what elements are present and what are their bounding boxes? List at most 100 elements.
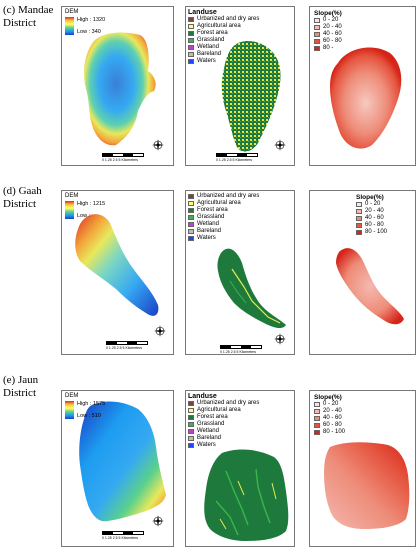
landuse-map-mandae	[221, 41, 281, 152]
slope-legend-gaah: Slope(%) 0 - 20 20 - 40 40 - 60 60 - 80 …	[356, 194, 387, 236]
slope-map-jaun	[324, 442, 410, 529]
slope-legend-item: 0 - 20	[356, 201, 387, 208]
scale-bar: 0 1.25 2.5 5 Kilometers	[216, 153, 258, 162]
landuse-legend-item: Bareland	[188, 228, 259, 235]
landuse-legend-item: Urbanized and dry ares	[188, 193, 259, 200]
row-label-line2: District	[3, 17, 36, 29]
landuse-map-jaun	[204, 449, 289, 541]
landuse-legend-item: Wetland	[188, 44, 259, 51]
dem-map-panel-gaah: DEM High : 1215 Low : 0 1.25 2.5 5 Kilom…	[61, 190, 174, 355]
landuse-legend-title: Landuse	[188, 9, 217, 16]
landuse-legend-item: Bareland	[188, 51, 259, 58]
scale-bar: 0 1.25 2.5 5 Kilometers	[102, 531, 144, 540]
scale-bar: 0 1.25 2.5 5 Kilometers	[220, 345, 262, 354]
slope-map-mandae	[330, 47, 402, 149]
dem-legend-title: DEM	[65, 9, 79, 15]
dem-high-label: High : 1215	[77, 201, 106, 207]
dem-low-label: Low : 340	[77, 29, 101, 35]
slope-legend-item: 0 - 20	[314, 17, 342, 24]
slope-legend-item: 60 - 80	[314, 38, 342, 45]
dem-basin-shape	[84, 32, 156, 146]
landuse-legend-item: Forest area	[188, 414, 259, 421]
scale-bar: 0 1.25 2.5 5 Kilometers	[102, 153, 144, 162]
row-label-line2: District	[3, 387, 36, 399]
landuse-legend-item: Urbanized and dry ares	[188, 16, 259, 23]
slope-map-panel-jaun: Slope(%) 0 - 20 20 - 40 40 - 60 60 - 80 …	[309, 390, 416, 547]
dem-high-label: High : 1575	[77, 401, 106, 407]
dem-legend-gaah: DEM High : 1215 Low :	[65, 193, 105, 219]
landuse-legend-item: Bareland	[188, 435, 259, 442]
landuse-legend-item: Grassland	[188, 421, 259, 428]
scale-bar-label: 0 1.25 2.5 5 Kilometers	[216, 158, 252, 162]
dem-basin-shape	[75, 214, 159, 316]
landuse-map-panel-gaah: Urbanized and dry ares Agricultural area…	[185, 190, 295, 355]
dem-low-label: Low :	[77, 213, 91, 219]
landuse-map-panel-jaun: Landuse Urbanized and dry ares Agricultu…	[185, 390, 295, 547]
slope-legend-item: 80 -	[314, 45, 342, 52]
slope-legend-item: 0 - 20	[314, 401, 345, 408]
landuse-legend-item: Urbanized and dry ares	[188, 400, 259, 407]
dem-legend-title: DEM	[65, 393, 79, 399]
dem-color-bar	[65, 401, 74, 419]
landuse-legend-title: Landuse	[188, 393, 217, 400]
dem-map-jaun	[79, 401, 166, 522]
dem-map-panel-mandae: DEM High : 1320 Low : 340 0 1.25 2.5 5 K…	[61, 6, 174, 166]
scale-bar-label: 0 1.25 2.5 5 Kilometers	[106, 346, 142, 350]
slope-legend-mandae: Slope(%) 0 - 20 20 - 40 40 - 60 60 - 80 …	[314, 10, 342, 52]
dem-map-panel-jaun: DEM High : 1575 Low : 510 0 1.25 2.5 5 K…	[61, 390, 174, 547]
row-label-jaun: (e) Jaun District	[3, 374, 38, 400]
slope-legend-title: Slope(%)	[356, 194, 384, 201]
landuse-legend-item: Grassland	[188, 214, 259, 221]
slope-legend-item: 80 - 100	[314, 429, 345, 436]
slope-legend-item: 40 - 60	[356, 215, 387, 222]
row-label-mandae: (c) Mandae District	[3, 4, 53, 30]
landuse-map-panel-mandae: Landuse Urbanized and dry ares Agricultu…	[185, 6, 295, 166]
dem-low-label: Low : 510	[77, 413, 101, 419]
dem-color-bar	[65, 17, 74, 35]
scale-bar-label: 0 1.25 2.5 5 Kilometers	[102, 158, 138, 162]
slope-legend-item: 60 - 80	[356, 222, 387, 229]
slope-legend-item: 20 - 40	[314, 408, 345, 415]
landuse-legend-item: Waters	[188, 235, 259, 242]
dem-legend-jaun: DEM High : 1575 Low : 510	[65, 393, 105, 419]
slope-legend-item: 20 - 40	[356, 208, 387, 215]
dem-basin-shape	[79, 401, 166, 522]
dem-high-label: High : 1320	[77, 17, 106, 23]
scale-bar-label: 0 1.25 2.5 5 Kilometers	[220, 350, 256, 354]
landuse-legend-item: Agricultural area	[188, 23, 259, 30]
landuse-legend-item: Forest area	[188, 30, 259, 37]
slope-legend-item: 80 - 100	[356, 229, 387, 236]
landuse-legend-item: Grassland	[188, 37, 259, 44]
slope-map-gaah	[336, 248, 404, 325]
row-label-line2: District	[3, 198, 36, 210]
landuse-legend-item: Agricultural area	[188, 407, 259, 414]
landuse-legend-item: Wetland	[188, 221, 259, 228]
landuse-legend-jaun: Landuse Urbanized and dry ares Agricultu…	[188, 393, 259, 449]
landuse-legend-mandae: Landuse Urbanized and dry ares Agricultu…	[188, 9, 259, 65]
slope-legend-item: 40 - 60	[314, 415, 345, 422]
slope-legend-jaun: Slope(%) 0 - 20 20 - 40 40 - 60 60 - 80 …	[314, 394, 345, 436]
row-label-line1: (e) Jaun	[3, 374, 39, 386]
landuse-legend-gaah: Urbanized and dry ares Agricultural area…	[188, 193, 259, 242]
landuse-basin-shape	[221, 41, 281, 152]
dem-color-bar	[65, 201, 74, 219]
north-arrow-icon	[274, 333, 286, 345]
slope-basin-shape	[324, 442, 410, 529]
slope-legend-item: 20 - 40	[314, 24, 342, 31]
slope-map-panel-mandae: Slope(%) 0 - 20 20 - 40 40 - 60 60 - 80 …	[309, 6, 416, 166]
slope-map-panel-gaah: Slope(%) 0 - 20 20 - 40 40 - 60 60 - 80 …	[309, 190, 416, 355]
north-arrow-icon	[274, 139, 286, 151]
slope-legend-item: 60 - 80	[314, 422, 345, 429]
row-label-line1: (c) Mandae	[3, 4, 54, 16]
slope-basin-shape	[336, 248, 404, 325]
landuse-basin-shape	[204, 449, 289, 541]
scale-bar: 0 1.25 2.5 5 Kilometers	[106, 341, 148, 350]
row-label-line1: (d) Gaah	[3, 185, 42, 197]
slope-legend-item: 40 - 60	[314, 31, 342, 38]
landuse-legend-item: Wetland	[188, 428, 259, 435]
dem-map-mandae	[84, 32, 156, 146]
landuse-basin-shape	[217, 248, 286, 329]
slope-legend-title: Slope(%)	[314, 10, 342, 17]
dem-legend-title: DEM	[65, 193, 79, 199]
slope-basin-shape	[330, 47, 402, 149]
